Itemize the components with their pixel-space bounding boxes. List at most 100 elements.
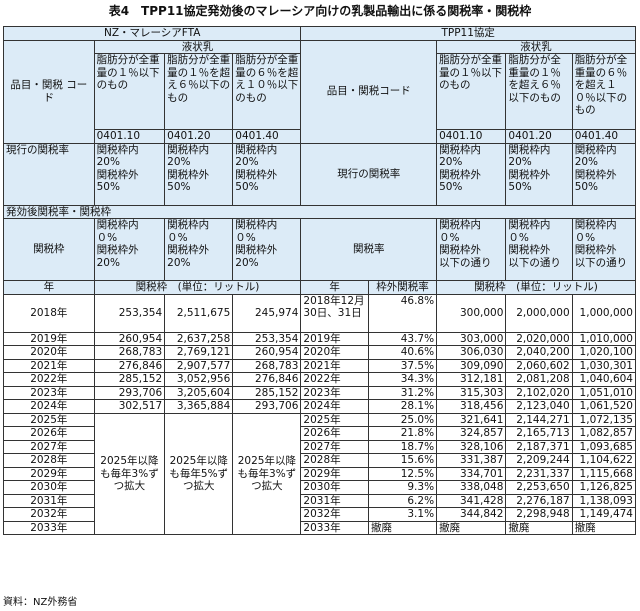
hs-label-left: 品目・関税 コード xyxy=(3,39,95,144)
quota-left-cell: 302,517 xyxy=(93,399,166,414)
quota-right-cell: 2,209,244 xyxy=(505,453,573,468)
year-left-cell: 2028年 xyxy=(3,453,95,468)
quota-right-cell: 1,115,668 xyxy=(571,466,637,481)
code-right-3: 0401.40 xyxy=(571,129,637,144)
current-rate-right-1: 関税枠内 20% 関税枠外 50% xyxy=(436,142,507,206)
quota-right-cell: 1,126,825 xyxy=(571,480,637,495)
quota-right-cell: 1,104,622 xyxy=(571,453,637,468)
quota-right-cell: 撤廃 xyxy=(505,520,573,535)
quota-left-cell: 2,907,577 xyxy=(164,358,234,373)
fat-col-left-2: 脂肪分が全重量の１％を超え６％以下のもの xyxy=(164,53,234,130)
year-right-cell: 2033年 xyxy=(300,520,369,535)
table-title: 表4 TPP11協定発効後のマレーシア向けの乳製品輸出に係る関税率・関税枠 xyxy=(108,4,532,18)
quota-right-cell: 324,857 xyxy=(436,426,507,441)
post-quota-left-2: 関税枠内 ０% 関税枠外 20% xyxy=(164,218,234,281)
table-row: 2030年 2030年 9.3% 338,048 2,253,650 1,126,825 xyxy=(3,480,637,495)
year-left-cell: 2033年 xyxy=(3,520,95,535)
quota-right-cell: 撤廃 xyxy=(571,520,637,535)
current-rate-right-2: 関税枠内 20% 関税枠外 50% xyxy=(505,142,573,206)
current-rate-right-3: 関税枠内 20% 関税枠外 50% xyxy=(571,142,637,206)
table-row: 2020年 268,783 2,769,121 260,954 2020年 40.6% 30… xyxy=(3,345,637,360)
table-row: 2023年 293,706 3,205,604 285,152 2023年 31.2% 31… xyxy=(3,385,637,400)
year-right-cell: 2020年 xyxy=(300,345,369,360)
quota-right-cell: 2,020,000 xyxy=(505,331,573,346)
table-row: 2024年 302,517 3,365,884 293,706 2024年 28.1% 31… xyxy=(3,399,637,414)
growth-note-cell: 2025年以降も毎年3%ずつ拡大 xyxy=(232,412,302,535)
quota-right-cell: 1,030,301 xyxy=(571,358,637,373)
quota-right-cell: 2,144,271 xyxy=(505,412,573,427)
quota-right-cell: 2,276,187 xyxy=(505,493,573,508)
quota-left-cell: 268,783 xyxy=(93,345,166,360)
quota-right-cell: 303,000 xyxy=(436,331,507,346)
quota-left-cell: 276,846 xyxy=(232,372,302,387)
growth-note-cell: 2025年以降も毎年5%ずつ拡大 xyxy=(164,412,234,535)
table-row: 2032年 2032年 3.1% 344,842 2,298,948 1,149,474 xyxy=(3,507,637,522)
quota-right-cell: 300,000 xyxy=(436,293,507,333)
quota-right-cell: 318,456 xyxy=(436,399,507,414)
year-right-cell: 2025年 xyxy=(300,412,369,427)
quota-right-cell: 1,149,474 xyxy=(571,507,637,522)
year-left-cell: 2027年 xyxy=(3,439,95,454)
quota-right-cell: 331,387 xyxy=(436,453,507,468)
quota-left-cell: 253,354 xyxy=(93,293,166,333)
quota-right-cell: 334,701 xyxy=(436,466,507,481)
rate-label: 関税率 xyxy=(300,218,438,281)
quota-left-cell: 2,511,675 xyxy=(164,293,234,333)
year-right-cell: 2024年 xyxy=(300,399,369,414)
source-note: 資料：NZ外務省 xyxy=(3,597,78,608)
quota-right-cell: 312,181 xyxy=(436,372,507,387)
quota-left-cell: 2,637,258 xyxy=(164,331,234,346)
year-left-cell: 2018年 xyxy=(3,293,95,333)
quota-right-cell: 2,081,208 xyxy=(505,372,573,387)
year-right-cell: 2018年12月30日、31日 xyxy=(300,293,369,333)
quota-left-cell: 293,706 xyxy=(93,385,166,400)
post-quota-left-1: 関税枠内 ０% 関税枠外 20% xyxy=(93,218,166,281)
hs-label-right: 品目・関税コード xyxy=(300,39,438,144)
fat-col-right-1: 脂肪分が全重量の１％以下のもの xyxy=(436,53,507,130)
year-left-cell: 2032年 xyxy=(3,507,95,522)
code-left-3: 0401.40 xyxy=(232,129,302,144)
year-left-cell: 2025年 xyxy=(3,412,95,427)
table-row: 2028年 2028年 15.6% 331,387 2,209,244 1,104,622 xyxy=(3,453,637,468)
quota-left-cell: 293,706 xyxy=(232,399,302,414)
quota-right-cell: 1,061,520 xyxy=(571,399,637,414)
quota-right-cell: 撤廃 xyxy=(436,520,507,535)
quota-left-cell: 276,846 xyxy=(93,358,166,373)
fat-col-left-3: 脂肪分が全重量の６％を超え１０％以下のもの xyxy=(232,53,302,130)
year-right-cell: 2023年 xyxy=(300,385,369,400)
post-rate-right-2: 関税枠内 ０% 関税枠外 以下の通り xyxy=(505,218,573,281)
post-quota-left-3: 関税枠内 ０% 関税枠外 20% xyxy=(232,218,302,281)
quota-left-cell: 3,052,956 xyxy=(164,372,234,387)
year-left-cell: 2020年 xyxy=(3,345,95,360)
out-rate-cell: 25.0% xyxy=(367,412,438,427)
out-rate-cell: 18.7% xyxy=(367,439,438,454)
quota-right-cell: 2,102,020 xyxy=(505,385,573,400)
year-right-cell: 2021年 xyxy=(300,358,369,373)
year-right-cell: 2029年 xyxy=(300,466,369,481)
quota-left-cell: 253,354 xyxy=(232,331,302,346)
fat-col-right-2: 脂肪分が全重量の１％を超え６％以下のもの xyxy=(505,53,573,130)
code-left-1: 0401.10 xyxy=(93,129,166,144)
table-row: 2033年 2033年 撤廃 撤廃 撤廃 撤廃 xyxy=(3,520,637,535)
quota-left-cell: 3,205,604 xyxy=(164,385,234,400)
year-right-cell: 2026年 xyxy=(300,426,369,441)
data-rows: 2018年 253,354 2,511,675 245,974 2018年12月30日、… xyxy=(3,293,637,535)
out-rate-cell: 3.1% xyxy=(367,507,438,522)
out-rate-cell: 28.1% xyxy=(367,399,438,414)
code-right-1: 0401.10 xyxy=(436,129,507,144)
year-right-cell: 2028年 xyxy=(300,453,369,468)
year-left-cell: 2029年 xyxy=(3,466,95,481)
year-left-cell: 2024年 xyxy=(3,399,95,414)
col-year-right: 年 xyxy=(300,280,369,295)
year-right-cell: 2031年 xyxy=(300,493,369,508)
out-rate-cell: 43.7% xyxy=(367,331,438,346)
out-rate-cell: 40.6% xyxy=(367,345,438,360)
tariff-table: NZ・マレーシアFTA TPP11協定 品目・関税 コード 液状乳 品目・関税コ… xyxy=(2,26,637,535)
fat-col-left-1: 脂肪分が全重量の１％以下のもの xyxy=(93,53,166,130)
quota-right-cell: 2,060,602 xyxy=(505,358,573,373)
out-rate-cell: 31.2% xyxy=(367,385,438,400)
quota-right-cell: 1,020,100 xyxy=(571,345,637,360)
quota-right-cell: 2,165,713 xyxy=(505,426,573,441)
year-left-cell: 2022年 xyxy=(3,372,95,387)
post-rate-right-3: 関税枠内 ０% 関税枠外 以下の通り xyxy=(571,218,637,281)
